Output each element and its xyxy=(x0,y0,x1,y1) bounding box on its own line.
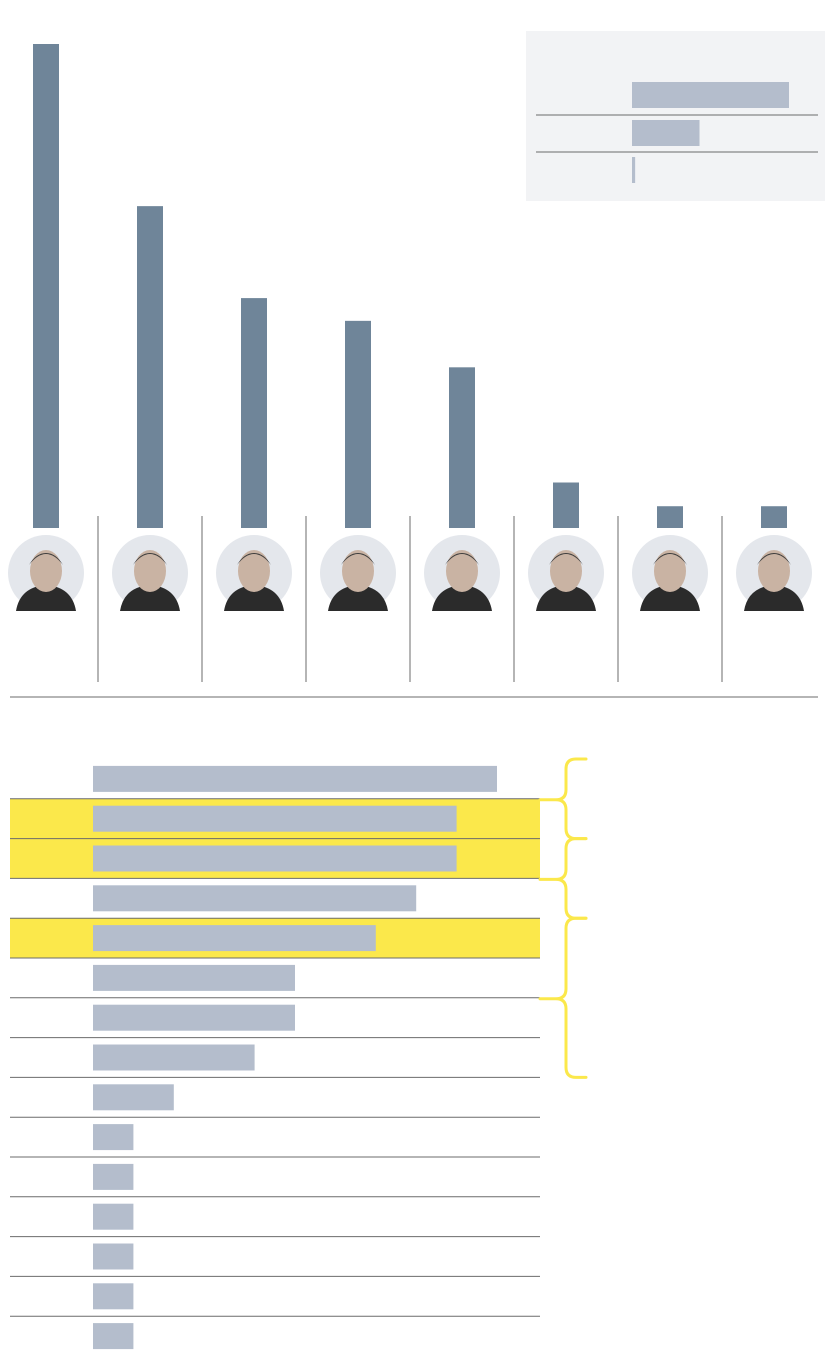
portrait-shoulders xyxy=(16,585,76,611)
row-bar xyxy=(93,1084,174,1111)
row-bar xyxy=(93,1203,134,1230)
horizontal-bar-chart xyxy=(10,765,540,1350)
portrait-hair xyxy=(29,553,63,565)
portrait-photo xyxy=(320,535,396,611)
legend-bar xyxy=(632,82,789,108)
portrait-photo xyxy=(528,535,604,611)
portrait-shoulders xyxy=(640,585,700,611)
bracket xyxy=(538,837,588,920)
row-bar xyxy=(93,925,376,952)
column-bar xyxy=(33,44,59,528)
portrait-shoulders xyxy=(432,585,492,611)
row-bar xyxy=(93,1163,134,1190)
row-bar xyxy=(93,964,295,991)
portrait-face xyxy=(446,550,478,592)
row-bar xyxy=(93,1004,295,1031)
portrait-hair xyxy=(341,553,375,565)
portrait-shoulders xyxy=(328,585,388,611)
portrait-photo xyxy=(216,535,292,611)
column-bar xyxy=(345,320,371,528)
row-bar xyxy=(93,1243,134,1270)
portrait-shoulders xyxy=(744,585,804,611)
bracket-annotations xyxy=(538,757,588,1079)
column-bar xyxy=(761,506,787,528)
portrait-shoulders xyxy=(120,585,180,611)
portrait-face xyxy=(342,550,374,592)
row-bar xyxy=(93,1283,134,1310)
column-bar xyxy=(449,367,475,528)
portrait-hair xyxy=(445,553,479,565)
portrait-photo xyxy=(424,535,500,611)
column-bar xyxy=(553,482,579,528)
portrait-hair xyxy=(549,553,583,565)
column-bar xyxy=(657,506,683,528)
portrait-photo xyxy=(632,535,708,611)
row-bar xyxy=(93,805,457,832)
legend-bar xyxy=(632,120,700,146)
portrait-photo xyxy=(8,535,84,611)
portrait-photo xyxy=(112,535,188,611)
portrait-hair xyxy=(653,553,687,565)
portrait-face xyxy=(758,550,790,592)
legend-background xyxy=(526,31,825,201)
legend-box xyxy=(526,31,825,201)
portrait-shoulders xyxy=(536,585,596,611)
row-bar xyxy=(93,885,417,912)
row-bar xyxy=(93,1124,134,1151)
portrait-face xyxy=(30,550,62,592)
portrait-shoulders xyxy=(224,585,284,611)
portrait-face xyxy=(134,550,166,592)
portrait-hair xyxy=(133,553,167,565)
row-bar xyxy=(93,1323,134,1350)
bracket xyxy=(538,916,588,1079)
portrait-face xyxy=(654,550,686,592)
row-bar xyxy=(93,1044,255,1071)
portrait-face xyxy=(238,550,270,592)
legend-bar xyxy=(632,157,636,183)
portrait-face xyxy=(550,550,582,592)
row-bar xyxy=(93,845,457,872)
column-chart xyxy=(8,44,812,682)
column-bar xyxy=(137,206,163,528)
bracket xyxy=(538,757,588,841)
column-bar xyxy=(241,298,267,528)
row-bar xyxy=(93,765,497,792)
portrait-hair xyxy=(757,553,791,565)
portrait-hair xyxy=(237,553,271,565)
portrait-photo xyxy=(736,535,812,611)
